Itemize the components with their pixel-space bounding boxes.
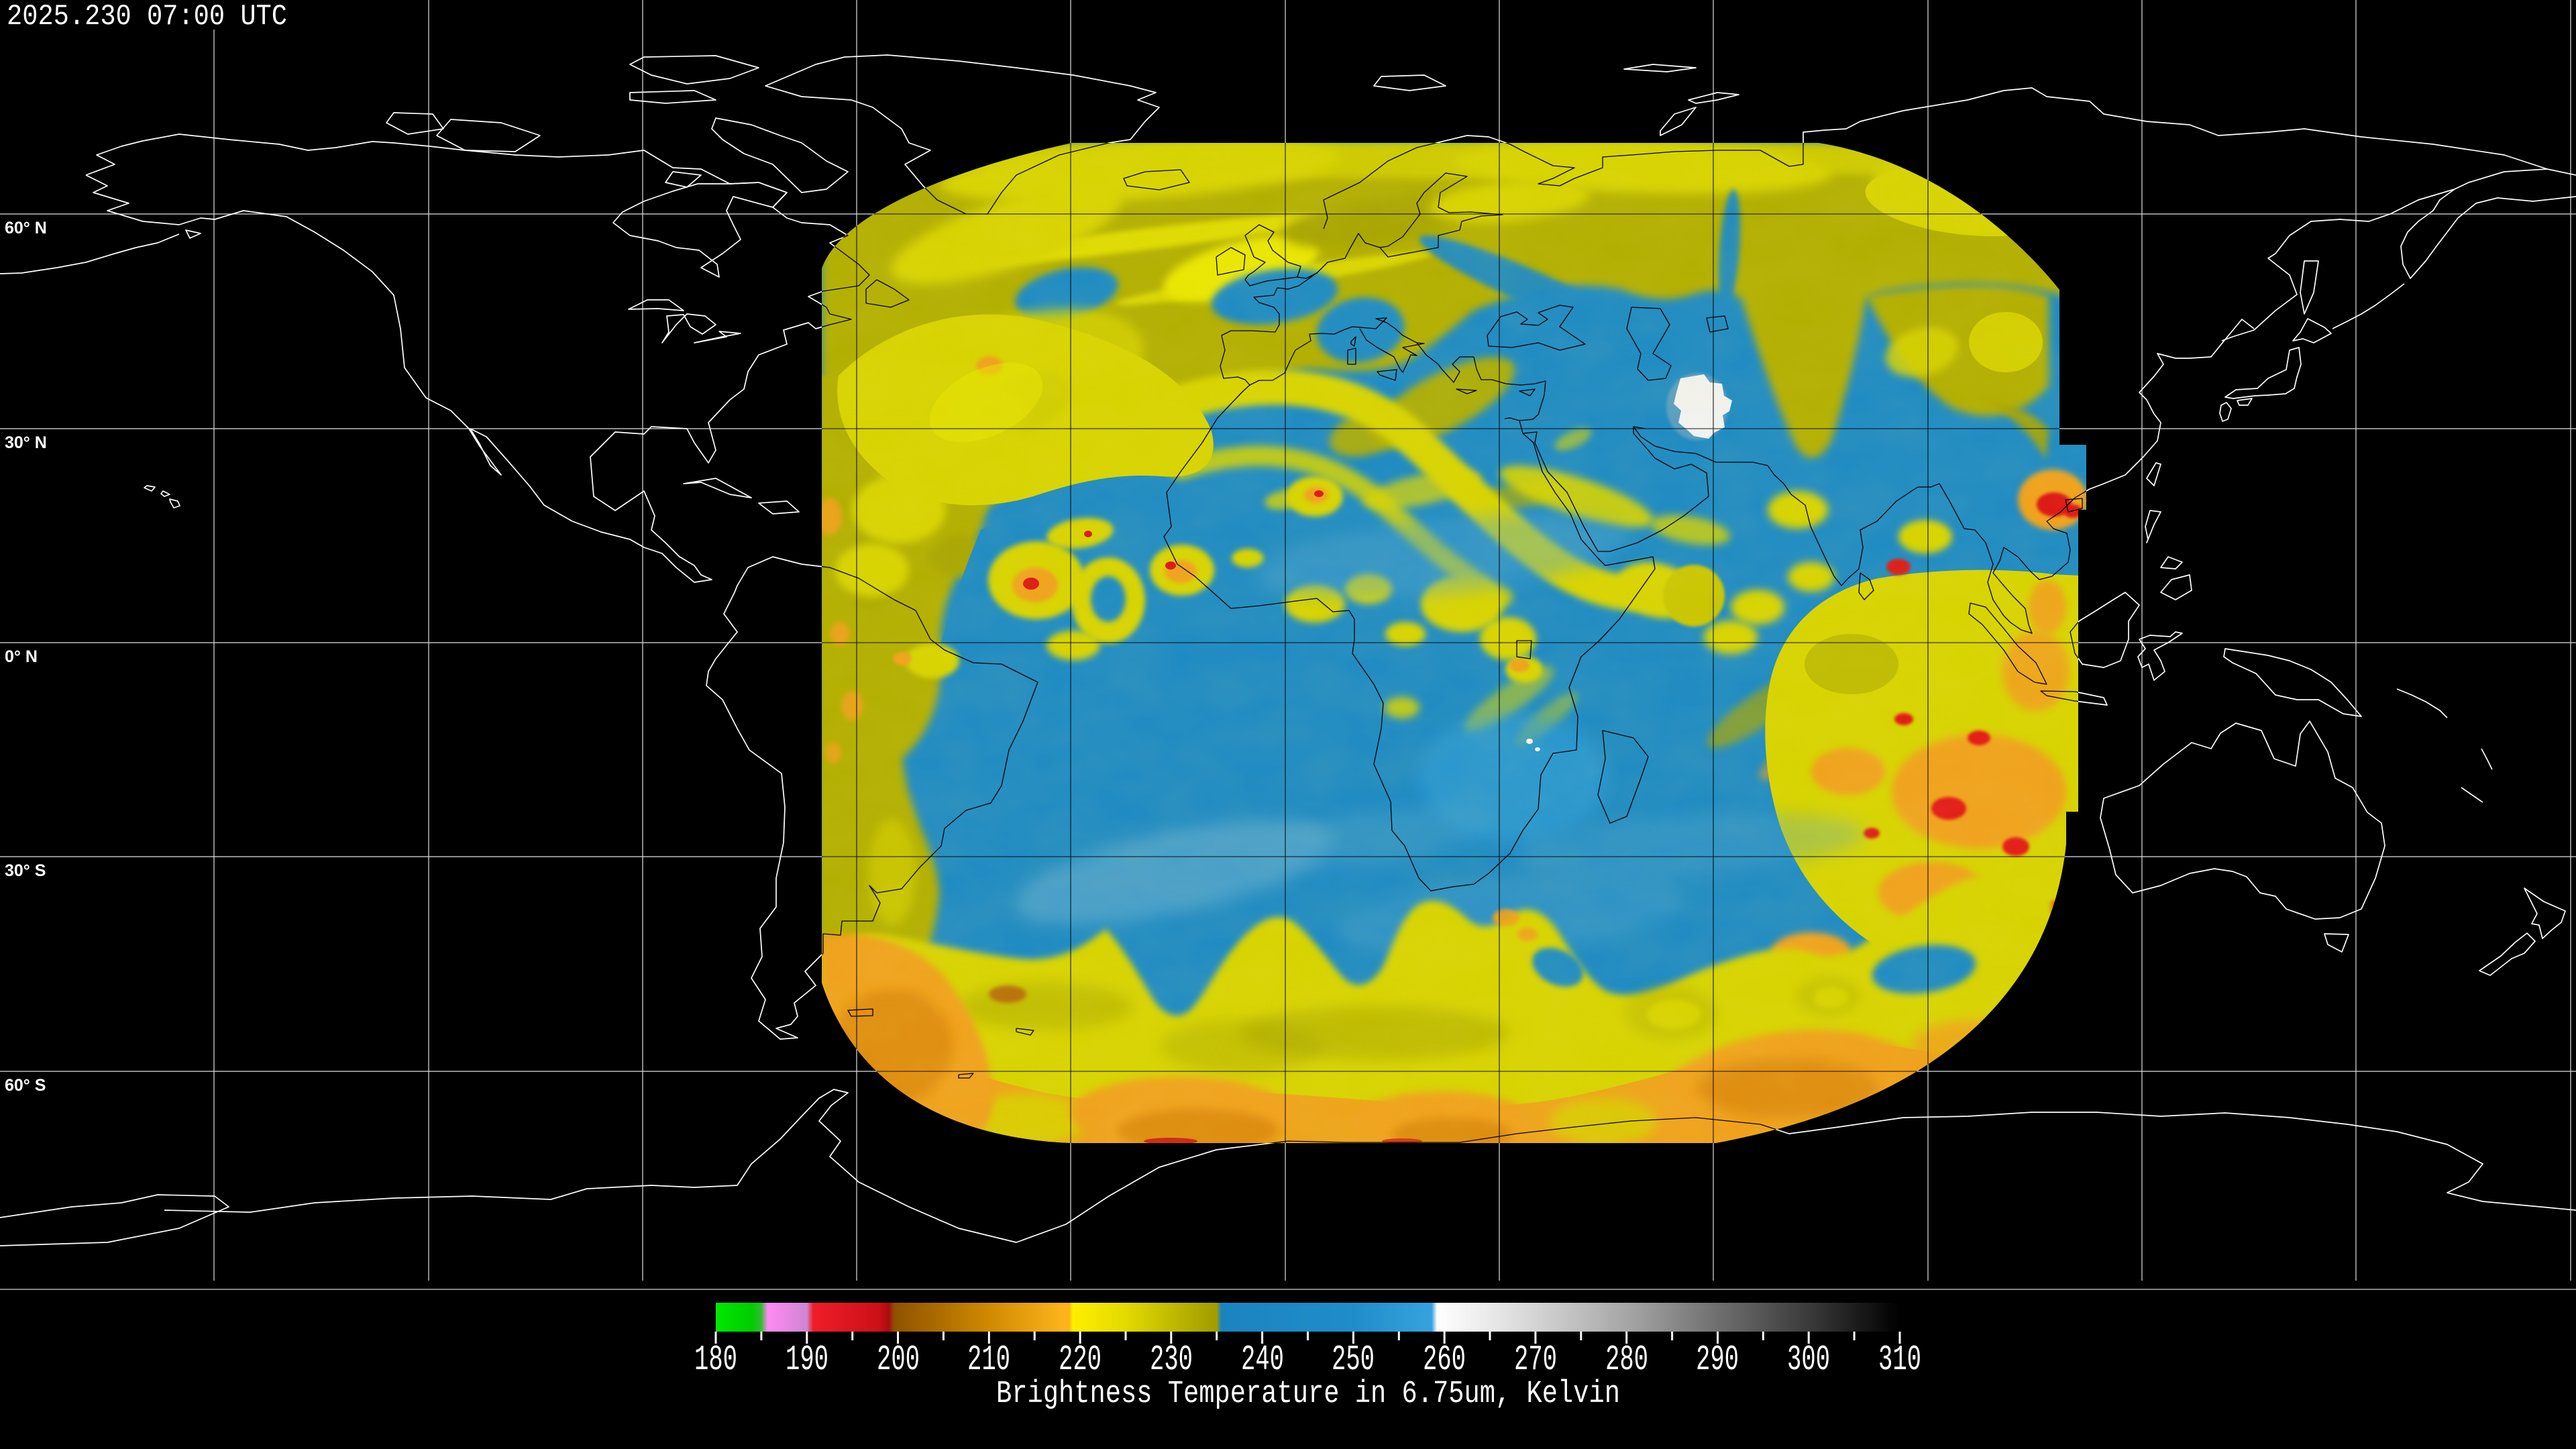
svg-text:280: 280 <box>1605 1340 1648 1380</box>
svg-text:60° N: 60° N <box>5 219 47 237</box>
svg-text:230: 230 <box>1150 1340 1193 1380</box>
svg-text:300: 300 <box>1787 1340 1830 1380</box>
svg-text:Brightness Temperature in 6.75: Brightness Temperature in 6.75um, Kelvin <box>996 1377 1620 1412</box>
svg-text:190: 190 <box>786 1340 828 1380</box>
svg-text:220: 220 <box>1059 1340 1102 1380</box>
svg-text:2025.230 07:00 UTC: 2025.230 07:00 UTC <box>7 0 287 34</box>
svg-text:310: 310 <box>1878 1340 1921 1380</box>
svg-text:60° S: 60° S <box>5 1076 46 1095</box>
svg-text:260: 260 <box>1423 1340 1466 1380</box>
svg-text:200: 200 <box>877 1340 920 1380</box>
svg-text:270: 270 <box>1514 1340 1557 1380</box>
svg-text:180: 180 <box>694 1340 737 1380</box>
svg-text:290: 290 <box>1696 1340 1739 1380</box>
svg-text:30° N: 30° N <box>5 433 47 452</box>
svg-text:30° S: 30° S <box>5 861 46 880</box>
svg-text:210: 210 <box>967 1340 1010 1380</box>
svg-text:0° N: 0° N <box>5 647 38 666</box>
svg-text:240: 240 <box>1241 1340 1284 1380</box>
svg-text:250: 250 <box>1332 1340 1375 1380</box>
